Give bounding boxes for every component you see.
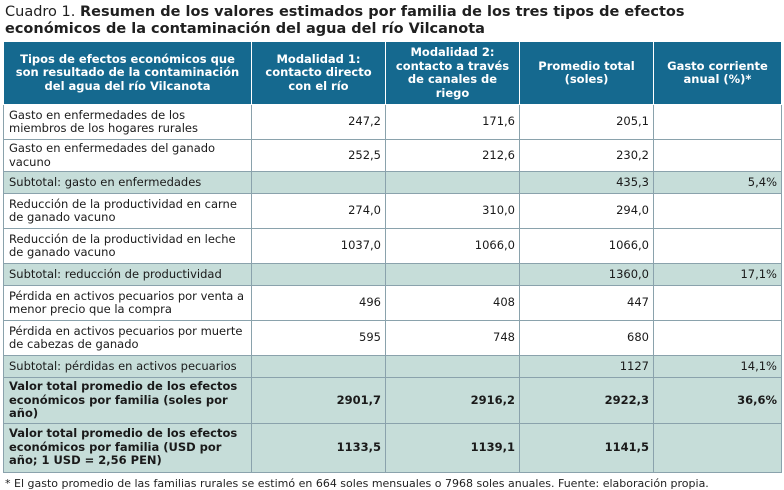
row-label: Pérdida en activos pecuarios por muerte … [3,320,252,356]
percent-value [653,228,782,264]
caption-text: Resumen de los valores estimados por fam… [5,4,685,37]
percent-value [653,422,782,473]
modality-1-value [251,171,386,194]
row-label: Subtotal: gasto en enfermedades [3,171,252,194]
header-modality-2: Modalidad 2: contacto a través de canale… [385,41,520,105]
total-value: 1360,0 [519,263,654,286]
modality-1-value [251,355,386,378]
modality-2-value: 2916,2 [385,377,520,424]
modality-2-value: 212,6 [385,139,520,172]
total-usd-row: Valor total promedio de los efectos econ… [3,422,782,473]
total-value: 447 [519,285,654,321]
modality-1-value: 595 [251,320,386,356]
total-value: 435,3 [519,171,654,194]
table-row: Gasto en enfermedades del ganado vacuno … [3,139,782,172]
percent-value [653,285,782,321]
total-value: 205,1 [519,104,654,140]
subtotal-row: Subtotal: reducción de productividad 136… [3,263,782,286]
table-row: Pérdida en activos pecuarios por muerte … [3,320,782,356]
modality-1-value: 274,0 [251,193,386,229]
subtotal-row: Subtotal: pérdidas en activos pecuarios … [3,355,782,378]
percent-value [653,104,782,140]
row-label: Subtotal: pérdidas en activos pecuarios [3,355,252,378]
modality-1-value: 1037,0 [251,228,386,264]
percent-value [653,139,782,172]
percent-value: 17,1% [653,263,782,286]
table-caption: Cuadro 1. Resumen de los valores estimad… [5,4,781,38]
modality-2-value: 408 [385,285,520,321]
header-row: Tipos de efectos económicos que son resu… [3,41,782,105]
modality-1-value: 1133,5 [251,422,386,473]
percent-value [653,193,782,229]
row-label: Pérdida en activos pecuarios por venta a… [3,285,252,321]
modality-1-value: 252,5 [251,139,386,172]
modality-1-value: 496 [251,285,386,321]
row-label: Valor total promedio de los efectos econ… [3,422,252,473]
modality-2-value: 310,0 [385,193,520,229]
total-row: Valor total promedio de los efectos econ… [3,377,782,424]
modality-2-value: 1139,1 [385,422,520,473]
total-value: 2922,3 [519,377,654,424]
header-total-average: Promedio total (soles) [519,41,654,105]
footnote: * El gasto promedio de las familias rura… [5,476,709,490]
modality-2-value [385,171,520,194]
summary-table: Tipos de efectos económicos que son resu… [3,41,782,473]
modality-2-value: 171,6 [385,104,520,140]
percent-value [653,320,782,356]
table-row: Reducción de la productividad en carne d… [3,193,782,229]
header-modality-1: Modalidad 1: contacto directo con el río [251,41,386,105]
modality-1-value: 247,2 [251,104,386,140]
percent-value: 36,6% [653,377,782,424]
table-row: Gasto en enfermedades de los miembros de… [3,104,782,140]
subtotal-row: Subtotal: gasto en enfermedades 435,3 5,… [3,171,782,194]
modality-1-value [251,263,386,286]
total-value: 1127 [519,355,654,378]
total-value: 294,0 [519,193,654,229]
total-value: 680 [519,320,654,356]
row-label: Gasto en enfermedades de los miembros de… [3,104,252,140]
header-annual-spending: Gasto corriente anual (%)* [653,41,782,105]
table-row: Reducción de la productividad en leche d… [3,228,782,264]
percent-value: 5,4% [653,171,782,194]
modality-2-value [385,355,520,378]
row-label: Valor total promedio de los efectos econ… [3,377,252,424]
row-label: Gasto en enfermedades del ganado vacuno [3,139,252,172]
total-value: 230,2 [519,139,654,172]
total-value: 1141,5 [519,422,654,473]
row-label: Reducción de la productividad en leche d… [3,228,252,264]
percent-value: 14,1% [653,355,782,378]
modality-2-value: 748 [385,320,520,356]
table-row: Pérdida en activos pecuarios por venta a… [3,285,782,321]
total-value: 1066,0 [519,228,654,264]
caption-label: Cuadro 1. [5,4,76,20]
modality-2-value: 1066,0 [385,228,520,264]
row-label: Reducción de la productividad en carne d… [3,193,252,229]
row-label: Subtotal: reducción de productividad [3,263,252,286]
header-effect-type: Tipos de efectos económicos que son resu… [3,41,252,105]
modality-2-value [385,263,520,286]
modality-1-value: 2901,7 [251,377,386,424]
